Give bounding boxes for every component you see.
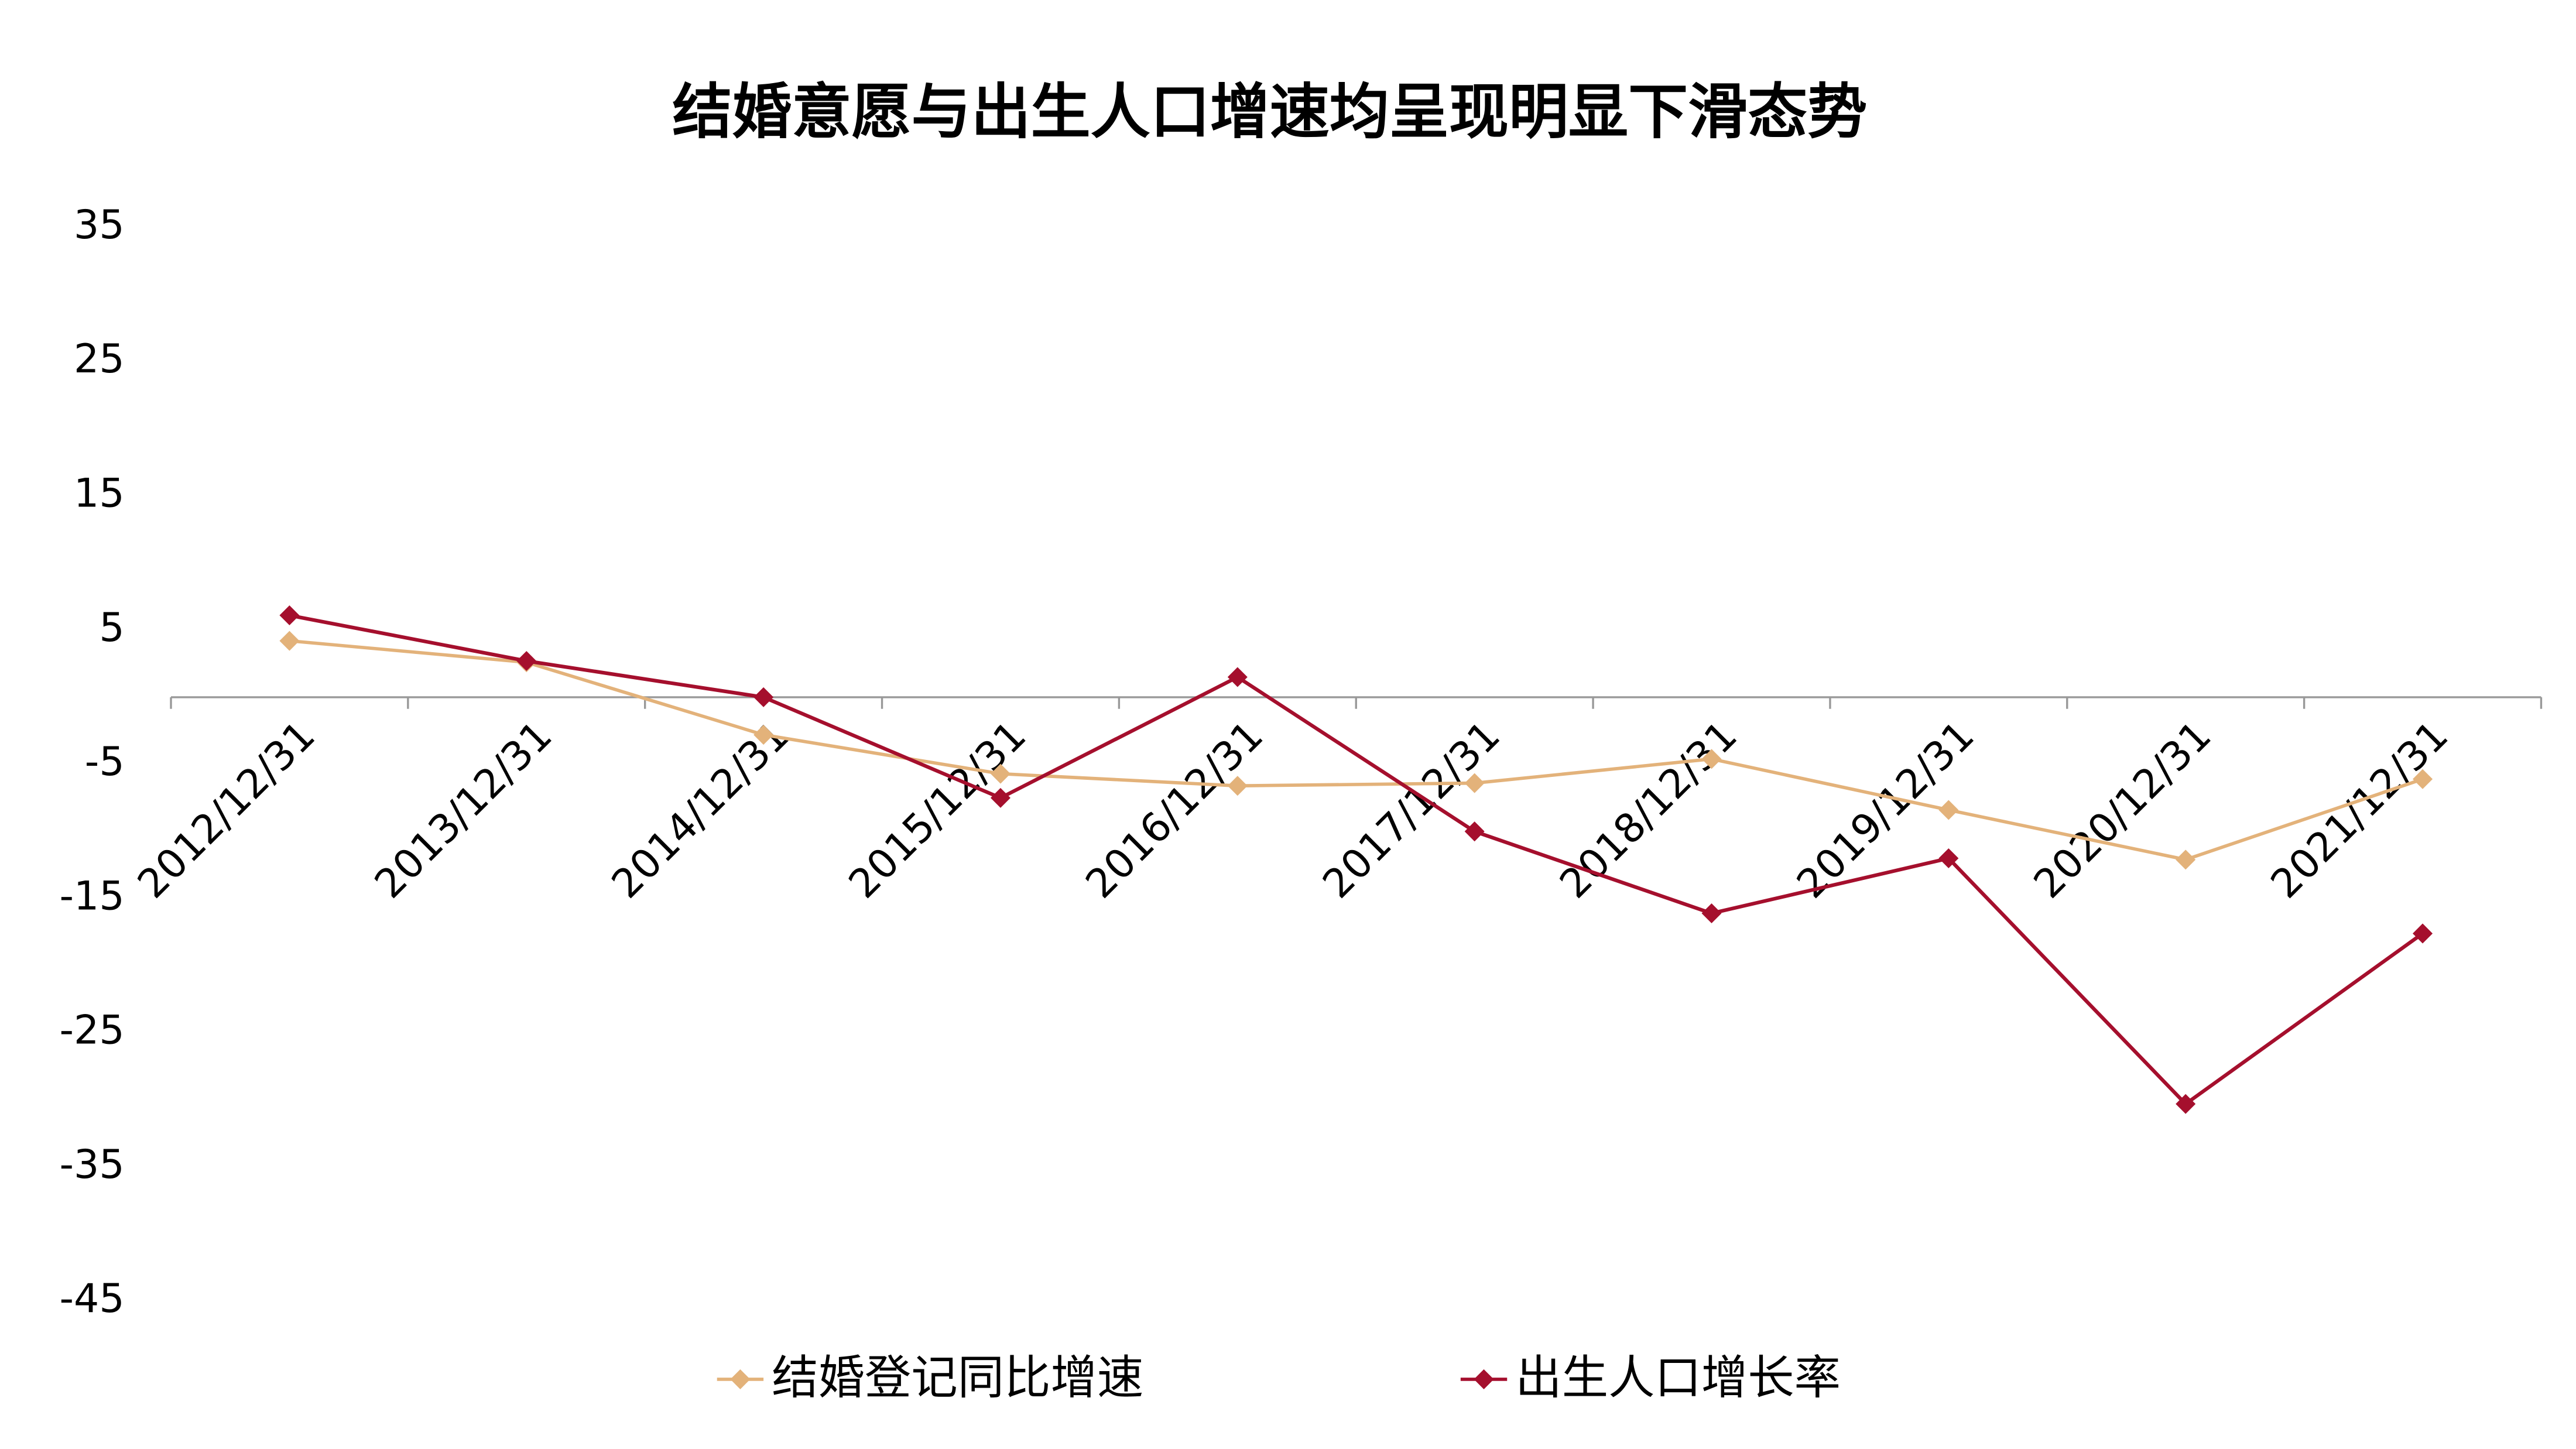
point-marker [990,787,1010,808]
y-tick-label: -25 [60,1008,125,1054]
point-marker [990,763,1010,784]
y-tick-label: -15 [60,873,125,919]
point-marker [1701,903,1722,924]
point-marker [1938,848,1959,869]
y-tick-label: 25 [74,336,125,382]
point-marker [2176,1094,2196,1114]
point-marker [279,631,300,651]
chart-title: 结婚意愿与出生人口增速均呈现明显下滑态势 [672,77,1867,147]
point-marker [2413,923,2433,944]
y-tick-label: -5 [85,739,125,785]
y-tick-label: -35 [60,1142,125,1188]
point-marker [279,605,300,626]
legend-label: 出生人口增长率 [1515,1351,1841,1405]
legend-label: 结婚登记同比增速 [772,1351,1143,1405]
point-marker [1701,749,1722,769]
y-tick-label: 15 [74,471,125,517]
y-tick-label: 5 [99,605,124,651]
y-tick-label: -45 [60,1276,125,1322]
y-tick-label: 35 [74,202,125,248]
series-line [289,639,2423,862]
series-line [289,613,2424,1107]
point-marker [1938,800,1959,820]
point-marker [2176,849,2196,870]
